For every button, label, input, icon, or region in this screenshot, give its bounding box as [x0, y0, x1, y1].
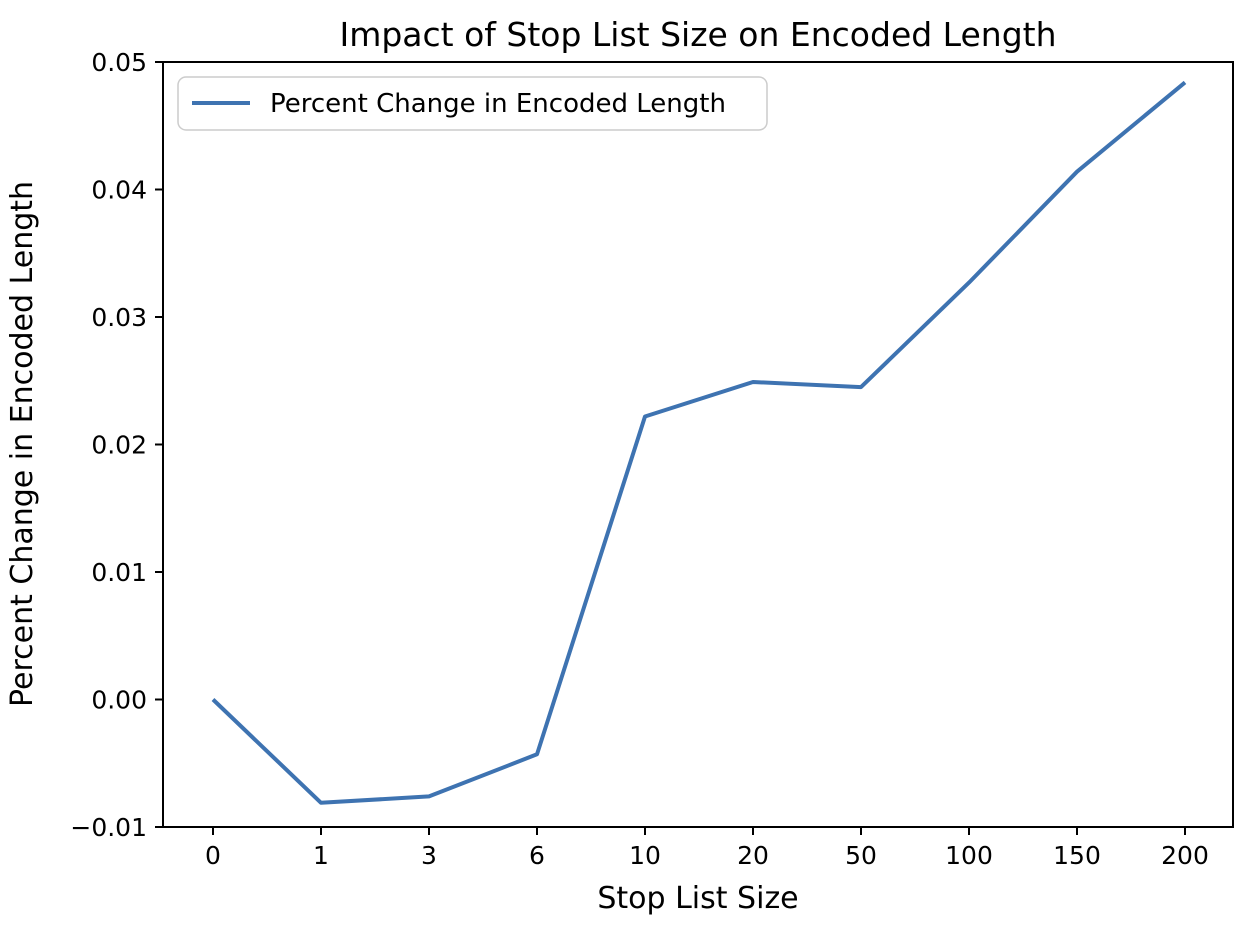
- y-tick-label: 0.00: [91, 685, 147, 714]
- x-tick-label: 100: [945, 841, 993, 870]
- x-axis-ticks: 0 1 3 6 10 20 50 100 150 200: [205, 827, 1209, 870]
- y-tick-label: 0.02: [91, 430, 147, 459]
- x-tick-label: 6: [529, 841, 545, 870]
- legend-frame: [177, 76, 768, 131]
- y-tick-label: 0.01: [91, 558, 147, 587]
- x-tick-label: 3: [421, 841, 437, 870]
- legend-label: Percent Change in Encoded Length: [270, 89, 726, 119]
- chart-title: Impact of Stop List Size on Encoded Leng…: [339, 15, 1056, 54]
- legend: Percent Change in Encoded Length: [177, 76, 768, 131]
- y-tick-label: 0.04: [91, 175, 147, 204]
- x-tick-label: 0: [205, 841, 221, 870]
- y-tick-label: 0.05: [91, 48, 147, 77]
- x-tick-label: 150: [1053, 841, 1101, 870]
- x-tick-label: 50: [845, 841, 877, 870]
- x-tick-label: 20: [737, 841, 769, 870]
- y-axis-ticks: −0.01 0.00 0.01 0.02 0.03 0.04 0.05: [70, 48, 163, 842]
- x-tick-label: 200: [1161, 841, 1209, 870]
- y-axis-label: Percent Change in Encoded Length: [5, 181, 40, 707]
- y-tick-label: 0.03: [91, 303, 147, 332]
- y-tick-label: −0.01: [70, 813, 147, 842]
- x-axis-label: Stop List Size: [597, 881, 798, 916]
- x-tick-label: 1: [313, 841, 329, 870]
- x-tick-label: 10: [629, 841, 661, 870]
- data-line-percent-change: [211, 80, 1187, 805]
